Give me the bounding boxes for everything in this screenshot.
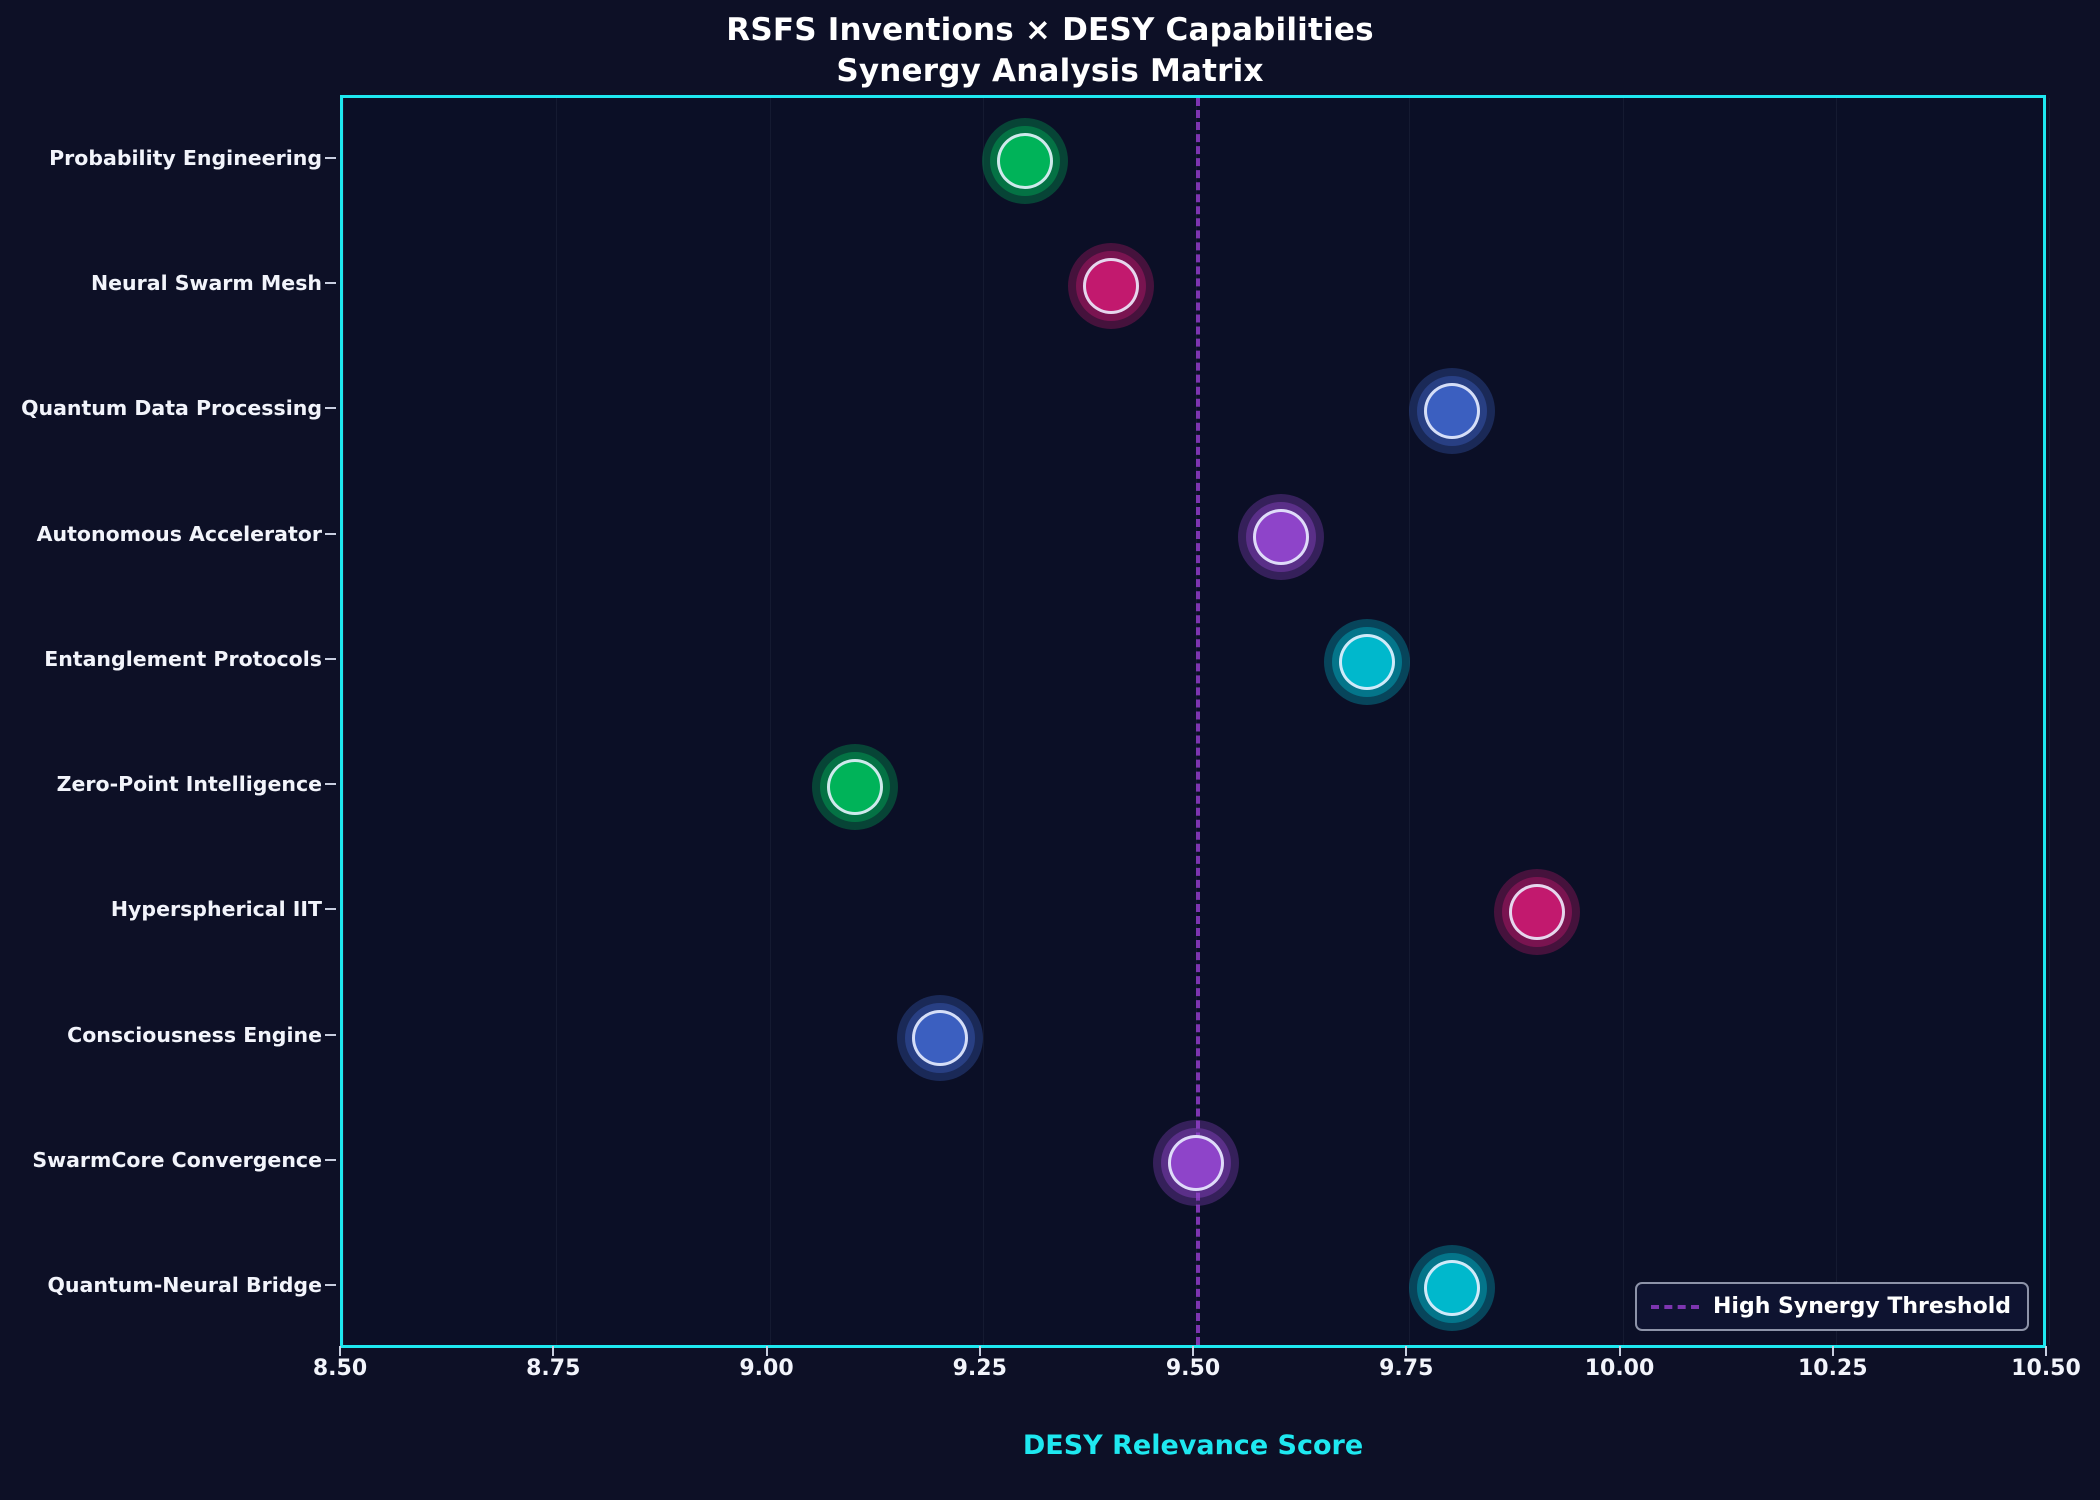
x-axis-tick-label: 9.25 (952, 1356, 1007, 1381)
threshold-line-swatch-icon (1651, 1304, 1699, 1309)
y-axis-tick-label: Probability Engineering (49, 145, 322, 170)
y-axis-tick-label: Zero-Point Intelligence (56, 772, 322, 797)
marker-disc (997, 132, 1054, 189)
marker-disc (1082, 257, 1139, 314)
x-axis-tick-label: 8.50 (312, 1356, 368, 1381)
gridline-x-10.50 (2049, 98, 2050, 1345)
y-axis-tick-mark (325, 783, 336, 786)
x-axis-tick-label: 8.75 (526, 1356, 581, 1381)
x-axis-tick-mark (765, 1346, 768, 1356)
legend[interactable]: High Synergy Threshold (1635, 1282, 2029, 1331)
x-axis-tick-mark (1618, 1346, 1621, 1356)
y-axis-tick-label: Consciousness Engine (67, 1022, 322, 1047)
x-axis-tick-label: 10.00 (1584, 1356, 1655, 1381)
y-axis-tick-label: Quantum Data Processing (21, 396, 322, 421)
scatter-point-autonomous-accelerator[interactable] (1238, 493, 1325, 580)
x-axis-tick-mark (339, 1346, 341, 1356)
marker-disc (1509, 884, 1566, 941)
scatter-point-probability-engineering[interactable] (982, 117, 1069, 204)
x-axis-labels: 8.50 8.75 9.00 9.25 9.50 9.75 10.00 10.25 10.50 (313, 1346, 2081, 1402)
x-axis-tick-label: 9.75 (1379, 1356, 1434, 1381)
x-axis-tick-mark (1831, 1346, 1834, 1356)
scatter-point-quantum-data-processing[interactable] (1408, 368, 1495, 455)
high-synergy-threshold-line (1196, 98, 1200, 1345)
x-axis-tick-label: 9.50 (1165, 1356, 1221, 1381)
x-axis-tick-mark (552, 1346, 555, 1356)
marker-disc (1423, 1260, 1480, 1317)
y-axis-tick-label: SwarmCore Convergence (32, 1148, 322, 1173)
scatter-point-zero-point-intelligence[interactable] (811, 744, 898, 831)
y-axis-tick-marks (0, 95, 340, 1348)
scatter-point-consciousness-engine[interactable] (897, 994, 984, 1081)
chart-title-line-2: Synergy Analysis Matrix (836, 52, 1264, 89)
gridline-x-10.00 (1622, 98, 1624, 1345)
scatter-point-swarmcore-convergence[interactable] (1153, 1120, 1239, 1207)
marker-disc (826, 759, 883, 816)
x-axis-tick-label: 10.50 (2011, 1356, 2081, 1381)
chart-title-line-1: RSFS Inventions × DESY Capabilities (726, 12, 1374, 48)
y-axis-tick-label: Neural Swarm Mesh (90, 270, 322, 295)
y-axis-tick-mark (325, 281, 336, 284)
x-axis-tick-label: 9.00 (739, 1356, 794, 1381)
y-axis-tick-label: Hyperspherical IIT (110, 897, 322, 922)
gridline-x-9.00 (769, 98, 771, 1345)
marker-disc (1253, 508, 1310, 565)
marker-disc (1168, 1135, 1224, 1192)
y-axis-labels: Probability Engineering Neural Swarm Mesh… (0, 95, 322, 1348)
scatter-point-neural-swarm-mesh[interactable] (1067, 242, 1154, 329)
marker-disc (1423, 383, 1480, 440)
gridline-x-8.75 (556, 98, 558, 1345)
x-axis-tick-label: 10.25 (1797, 1356, 1868, 1381)
y-axis-tick-mark (325, 407, 336, 410)
scatter-point-quantum-neural-bridge[interactable] (1408, 1245, 1495, 1332)
y-axis-tick-mark (325, 657, 336, 660)
y-axis-tick-label: Entanglement Protocols (44, 646, 322, 671)
x-axis-tick-mark (978, 1346, 981, 1356)
gridline-x-8.50 (343, 98, 344, 1345)
marker-disc (1338, 633, 1395, 690)
plot-area: High Synergy Threshold (340, 95, 2050, 1348)
y-axis-tick-mark (325, 532, 336, 535)
scatter-point-entanglement-protocols[interactable] (1323, 618, 1410, 705)
x-axis-tick-mark (2045, 1346, 2047, 1356)
y-axis-tick-mark (325, 1033, 336, 1036)
y-axis-tick-mark (325, 908, 336, 911)
page-title: RSFS Inventions × DESY Capabilities Syne… (0, 10, 2100, 92)
y-axis-tick-label: Quantum-Neural Bridge (47, 1273, 323, 1298)
y-axis-tick-mark (325, 1159, 336, 1162)
y-axis-tick-mark (325, 1284, 336, 1287)
y-axis-tick-label: Autonomous Accelerator (36, 521, 322, 546)
gridline-x-10.25 (1835, 98, 1837, 1345)
y-axis-tick-mark (325, 156, 336, 159)
x-axis-tick-mark (1405, 1346, 1408, 1356)
gridline-x-9.75 (1409, 98, 1411, 1345)
x-axis-title: DESY Relevance Score (1022, 1430, 1364, 1461)
scatter-point-hyperspherical-iit[interactable] (1494, 869, 1581, 956)
gridline-x-9.25 (982, 98, 984, 1345)
x-axis-tick-mark (1192, 1346, 1194, 1356)
legend-item-label: High Synergy Threshold (1713, 1294, 2011, 1319)
marker-disc (912, 1009, 969, 1066)
